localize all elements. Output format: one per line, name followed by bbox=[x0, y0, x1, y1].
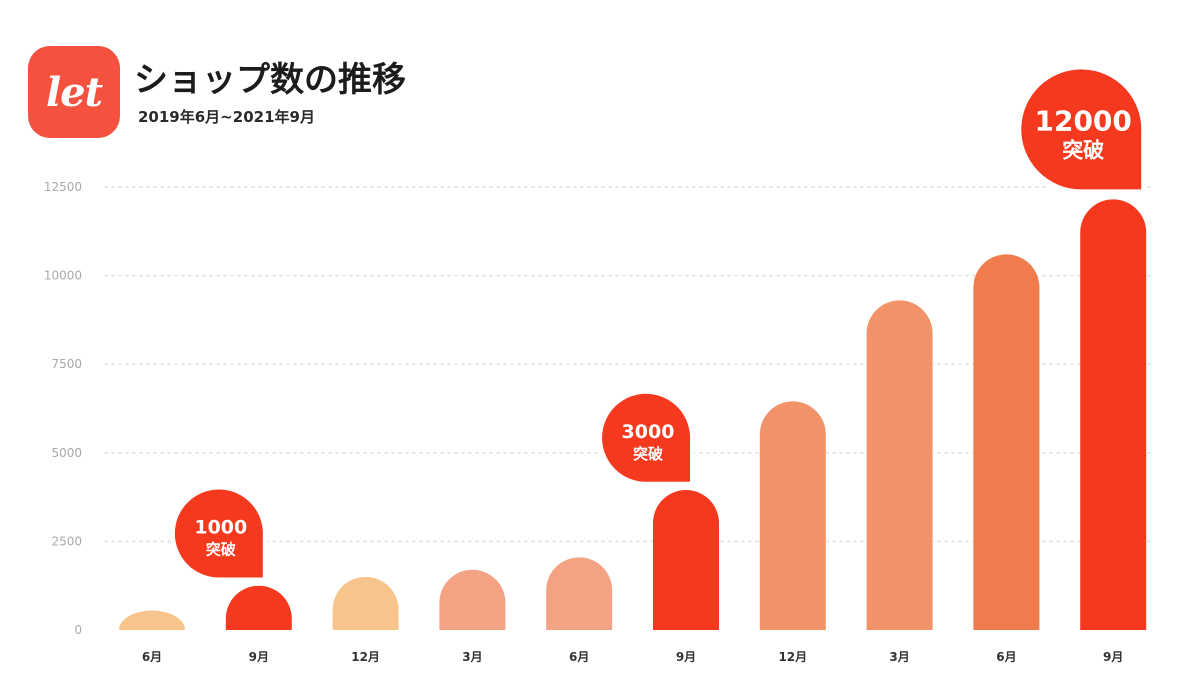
annotation-number: 12000 bbox=[1034, 104, 1131, 137]
x-category-label: 6月 bbox=[996, 650, 1016, 664]
x-category-label: 6月 bbox=[569, 650, 589, 664]
y-tick-label: 2500 bbox=[51, 534, 82, 548]
annotation-label: 突破 bbox=[206, 541, 236, 559]
bar bbox=[866, 300, 933, 630]
annotation-bubble-body bbox=[1021, 69, 1142, 190]
y-tick-label: 12500 bbox=[44, 180, 82, 194]
x-category-label: 12月 bbox=[778, 650, 807, 664]
bar bbox=[225, 585, 292, 630]
x-category-label: 9月 bbox=[1103, 650, 1123, 664]
annotation-number: 3000 bbox=[622, 421, 675, 443]
bar bbox=[119, 610, 185, 630]
bar bbox=[759, 401, 826, 630]
annotation-bubble: 3000 突破 bbox=[597, 389, 695, 486]
x-category-label: 9月 bbox=[249, 650, 269, 664]
bar bbox=[1080, 199, 1147, 631]
x-category-label: 9月 bbox=[676, 650, 696, 664]
bar bbox=[546, 557, 613, 630]
bar bbox=[973, 254, 1040, 630]
annotation-label: 突破 bbox=[633, 445, 663, 463]
bar bbox=[653, 490, 719, 630]
annotation-bubble-body bbox=[602, 393, 691, 482]
x-category-label: 3月 bbox=[889, 650, 909, 664]
y-tick-label: 0 bbox=[74, 623, 82, 637]
x-category-label: 12月 bbox=[351, 650, 380, 664]
page-title: ショップ数の推移 bbox=[134, 60, 406, 100]
annotation-bubble: 1000 突破 bbox=[170, 484, 268, 582]
x-category-label: 3月 bbox=[462, 650, 482, 664]
annotation-label: 突破 bbox=[1062, 138, 1104, 162]
y-tick-label: 10000 bbox=[44, 269, 82, 283]
y-tick-label: 5000 bbox=[51, 446, 82, 460]
let-logo: let bbox=[28, 46, 120, 138]
bar bbox=[332, 576, 399, 630]
annotation-bubble-body bbox=[174, 489, 263, 578]
x-category-label: 6月 bbox=[142, 650, 162, 664]
y-tick-label: 7500 bbox=[51, 357, 82, 371]
page-subtitle: 2019年6月~2021年9月 bbox=[138, 108, 315, 126]
annotation-number: 1000 bbox=[194, 517, 247, 539]
bar bbox=[439, 569, 506, 630]
